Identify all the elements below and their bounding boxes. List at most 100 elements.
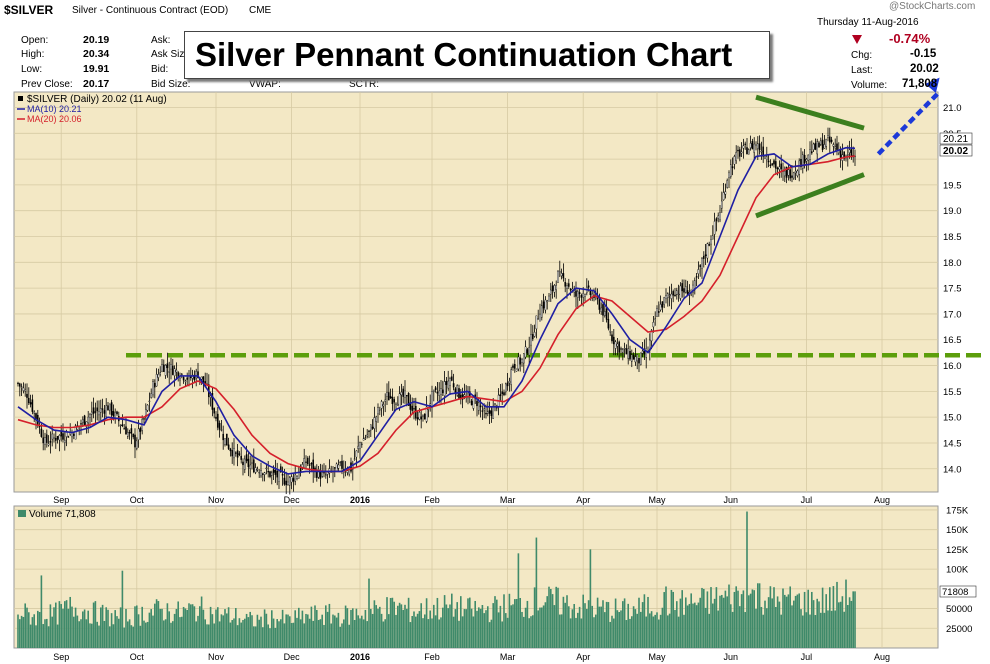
volume-bar — [634, 609, 637, 648]
volume-bar — [568, 606, 570, 648]
candle-body — [429, 403, 432, 406]
volume-bar — [51, 616, 53, 648]
price-legend-swatch — [18, 96, 23, 101]
candle-body — [220, 429, 223, 431]
candle-body — [379, 409, 381, 411]
candle-body — [483, 408, 486, 411]
volume-bar — [35, 625, 37, 648]
volume-bar — [562, 596, 565, 648]
candle-body — [715, 218, 718, 222]
volume-bar — [733, 591, 736, 648]
candle-body — [706, 243, 709, 259]
volume-bar — [717, 610, 719, 648]
volume-bar — [166, 603, 169, 648]
volume-bar — [238, 618, 241, 648]
volume-bar — [118, 618, 120, 648]
candle-body — [81, 419, 84, 424]
candle-body — [393, 399, 396, 403]
volume-bar — [697, 602, 700, 648]
volume-bar — [393, 601, 395, 648]
price-y-tick-label: 15.5 — [943, 387, 962, 398]
candle-body — [505, 383, 507, 393]
volume-bar — [661, 607, 664, 648]
volume-bar — [359, 618, 361, 648]
candle-body — [564, 281, 566, 287]
volume-bar — [773, 587, 775, 648]
volume-bar — [308, 618, 311, 648]
candle-body — [325, 474, 327, 476]
candle-body — [503, 392, 505, 396]
volume-bar — [749, 593, 752, 648]
candle-body — [776, 167, 779, 170]
volume-bar — [523, 616, 525, 648]
volume-bar — [136, 605, 138, 648]
volume-bar — [645, 616, 647, 648]
volume-bar — [474, 600, 476, 648]
candle-body — [357, 445, 360, 450]
candle-body — [134, 434, 136, 448]
volume-bar — [564, 602, 566, 648]
volume-bar — [537, 610, 539, 648]
low-label: Low: — [21, 64, 43, 75]
volume-bar — [766, 608, 768, 648]
candle-body — [533, 331, 536, 337]
volume-bar — [42, 624, 44, 648]
volume-bar — [436, 597, 439, 648]
candle-body — [609, 331, 611, 333]
candle-body — [234, 452, 237, 454]
volume-bar — [416, 613, 419, 648]
volume-bar — [298, 607, 300, 648]
volume-bar — [348, 624, 350, 648]
candle-body — [568, 283, 570, 287]
volume-bar — [643, 594, 646, 648]
volume-bar — [499, 605, 502, 648]
volume-bar — [461, 616, 464, 648]
candle-body — [431, 391, 433, 408]
candle-body — [420, 416, 423, 420]
volume-bar — [247, 617, 250, 648]
volume-bar — [751, 589, 754, 648]
volume-bar — [341, 623, 343, 648]
candle-body — [566, 285, 568, 289]
candle-body — [618, 341, 620, 353]
candle-body — [703, 255, 705, 259]
volume-bar — [487, 606, 489, 648]
candle-body — [80, 423, 82, 425]
candle-body — [116, 411, 118, 415]
candle-body — [780, 163, 782, 170]
volume-bar — [429, 610, 431, 648]
candle-body — [659, 304, 662, 311]
volume-bar — [382, 621, 385, 648]
candle-body — [366, 434, 369, 437]
volume-bar — [371, 613, 374, 648]
volume-bar — [652, 616, 655, 648]
candle-body — [125, 426, 127, 435]
volume-bar — [218, 621, 221, 648]
candle-body — [447, 380, 450, 389]
candle-body — [224, 438, 226, 445]
candle-body — [600, 307, 602, 312]
volume-bar — [451, 593, 453, 648]
candle-body — [287, 481, 289, 485]
volume-bar — [154, 603, 156, 648]
volume-bar — [161, 608, 163, 648]
candle-body — [764, 156, 766, 159]
volume-bar — [325, 605, 327, 648]
volume-bar — [425, 598, 428, 648]
volume-bar — [181, 616, 183, 648]
date: Thursday 11-Aug-2016 — [817, 17, 919, 28]
volume-bar — [769, 586, 772, 648]
chg-value: -0.15 — [910, 48, 937, 60]
candle-body — [139, 427, 142, 432]
candle-body — [575, 290, 577, 297]
volume-bar — [497, 612, 500, 648]
volume-bar — [204, 619, 206, 648]
volume-bar — [20, 615, 23, 648]
symbol: $SILVER — [4, 3, 54, 17]
volume-bar — [213, 623, 215, 648]
price-x-tick-label: Dec — [284, 495, 301, 505]
volume-bar — [791, 605, 793, 648]
volume-bar — [316, 609, 318, 648]
volume-bar — [557, 587, 559, 648]
volume-bar — [508, 593, 511, 648]
